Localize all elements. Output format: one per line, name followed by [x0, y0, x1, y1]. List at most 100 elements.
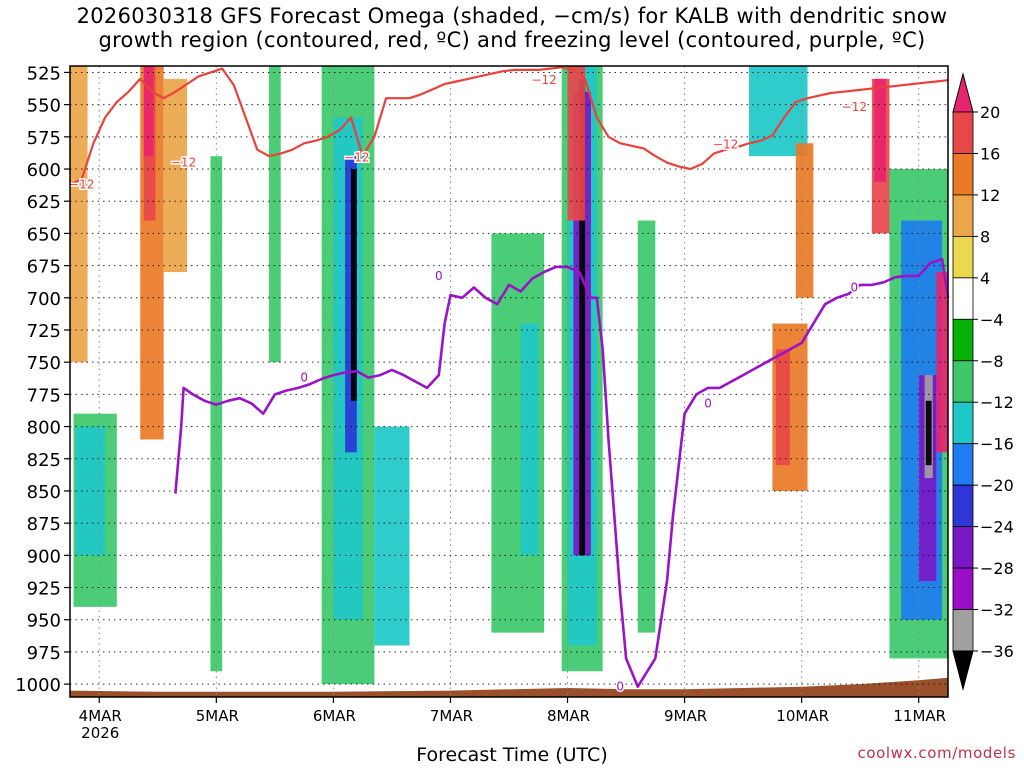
- omega-band-4: [163, 78, 188, 273]
- chart-title-line-2: growth region (contoured, red, ºC) and f…: [98, 28, 926, 52]
- colorbar-swatch-9: [952, 484, 974, 528]
- y-tick-label-950: 950: [27, 611, 61, 632]
- chart-title-line-1: 2026030318 GFS Forecast Omega (shaded, −…: [76, 4, 948, 28]
- omega-band-15: [520, 323, 539, 556]
- colorbar-bottom-arrow: [952, 650, 974, 691]
- y-tick-label-600: 600: [27, 160, 61, 181]
- x-tick-label-6: 10MAR: [776, 707, 829, 725]
- omega-band-21: [637, 220, 656, 633]
- omega-band-22: [748, 66, 808, 157]
- freezing-contour-label-2: 0: [616, 680, 624, 694]
- x-tick-label-5: 9MAR: [664, 707, 707, 725]
- y-tick-label-825: 825: [27, 450, 61, 471]
- dgz-contour-label-4: −12: [713, 138, 738, 152]
- y-tick-label-875: 875: [27, 514, 61, 535]
- plot-frame: [69, 65, 949, 698]
- omega-band-20: [567, 66, 586, 221]
- omega-band-12: [350, 169, 357, 401]
- source-credit: coolwx.com/models: [857, 744, 1016, 762]
- y-tick-label-750: 750: [27, 353, 61, 374]
- y-tick-label-625: 625: [27, 192, 61, 213]
- x-tick-sublabel-0: 2026: [81, 724, 119, 742]
- colorbar-swatch-4: [952, 277, 974, 320]
- omega-shading-layer: [70, 66, 948, 697]
- colorbar-label-6: −8: [980, 352, 1004, 371]
- colorbar-swatch-6: [952, 360, 974, 403]
- colorbar-swatch-1: [952, 153, 974, 196]
- freezing-level-contour: [174, 257, 950, 688]
- axes-layer: 525 550 575 600 625 650 675 700 725 750 775 800 825 8…: [15, 63, 949, 742]
- omega-band-24: [775, 349, 790, 466]
- x-axis-title: Forecast Time (UTC): [416, 744, 608, 766]
- y-tick-label-525: 525: [27, 63, 61, 84]
- colorbar-label-13: −36: [980, 642, 1014, 661]
- colorbar-swatch-7: [952, 401, 974, 445]
- colorbar-label-12: −32: [980, 601, 1014, 620]
- colorbar-label-2: 12: [980, 186, 1000, 205]
- y-tick-label-650: 650: [27, 224, 61, 245]
- omega-band-25: [795, 143, 814, 298]
- colorbar-label-7: −12: [980, 393, 1014, 412]
- y-tick-label-725: 725: [27, 321, 61, 342]
- colorbar-label-9: −20: [980, 476, 1014, 495]
- colorbar-swatch-2: [952, 194, 974, 237]
- colorbar-swatch-11: [952, 567, 974, 610]
- colorbar-label-4: 4: [980, 269, 990, 288]
- colorbar-swatch-0: [952, 111, 974, 154]
- terrain-ground: [70, 677, 948, 697]
- y-tick-label-550: 550: [27, 96, 61, 117]
- colorbar-swatch-5: [952, 318, 974, 362]
- y-tick-label-775: 775: [27, 385, 61, 406]
- y-tick-label-900: 900: [27, 546, 61, 567]
- dgz-minus12-contour: [69, 66, 949, 186]
- dgz-contour-label-3: −12: [531, 73, 556, 87]
- omega-band-19: [579, 78, 586, 556]
- omega-band-13: [374, 426, 410, 646]
- omega-band-6: [75, 426, 106, 556]
- x-tick-label-1: 5MAR: [196, 707, 239, 725]
- colorbar-label-11: −28: [980, 559, 1014, 578]
- y-tick-label-575: 575: [27, 128, 61, 149]
- colorbar-label-10: −24: [980, 518, 1014, 537]
- colorbar-label-5: −4: [980, 310, 1004, 329]
- colorbar-label-3: 8: [980, 227, 990, 246]
- colorbar: 20 16 12 8 4 −4 −8 −12 −16 −20 −24 −28 −32 −36: [952, 72, 1014, 691]
- x-tick-label-7: 11MAR: [893, 707, 946, 725]
- y-tick-label-1000: 1000: [15, 675, 61, 696]
- omega-band-8: [269, 66, 281, 363]
- colorbar-label-0: 20: [980, 103, 1000, 122]
- colorbar-swatch-8: [952, 443, 974, 486]
- dgz-contour-label-2: −12: [344, 150, 369, 164]
- dgz-contour-label-1: −12: [171, 156, 196, 170]
- grid-layer: [70, 66, 948, 697]
- y-tick-label-800: 800: [27, 418, 61, 439]
- y-tick-label-925: 925: [27, 579, 61, 600]
- terrain-layer: [70, 677, 948, 697]
- y-tick-label-975: 975: [27, 643, 61, 664]
- x-tick-label-0: 4MAR: [79, 707, 122, 725]
- y-tick-label-850: 850: [27, 482, 61, 503]
- colorbar-label-1: 16: [980, 144, 1000, 163]
- colorbar-top-arrow: [952, 72, 974, 113]
- freezing-contour-label-0: 0: [300, 371, 308, 385]
- dgz-contour-label-5: −12: [842, 100, 867, 114]
- omega-band-2: [143, 66, 154, 157]
- y-tick-label-700: 700: [27, 289, 61, 310]
- x-tick-label-3: 7MAR: [430, 707, 473, 725]
- omega-band-33: [936, 272, 948, 453]
- colorbar-swatch-10: [952, 526, 974, 569]
- contour-layer: −12 −12 −12 −12 −12 −12 0 0 0 0 0: [68, 66, 950, 695]
- chart-title: 2026030318 GFS Forecast Omega (shaded, −…: [0, 4, 1024, 52]
- omega-band-3: [70, 66, 88, 363]
- colorbar-label-8: −16: [980, 435, 1014, 454]
- colorbar-swatch-3: [952, 235, 974, 279]
- x-tick-label-2: 6MAR: [313, 707, 356, 725]
- omega-band-27: [874, 78, 886, 182]
- dgz-contour-label-0: −12: [69, 177, 94, 191]
- colorbar-swatch-12: [952, 609, 974, 652]
- freezing-contour-label-3: 0: [704, 396, 712, 410]
- freezing-contour-label-1: 0: [435, 269, 443, 283]
- freezing-contour-label-4: 0: [851, 280, 859, 294]
- omega-band-32: [925, 400, 932, 466]
